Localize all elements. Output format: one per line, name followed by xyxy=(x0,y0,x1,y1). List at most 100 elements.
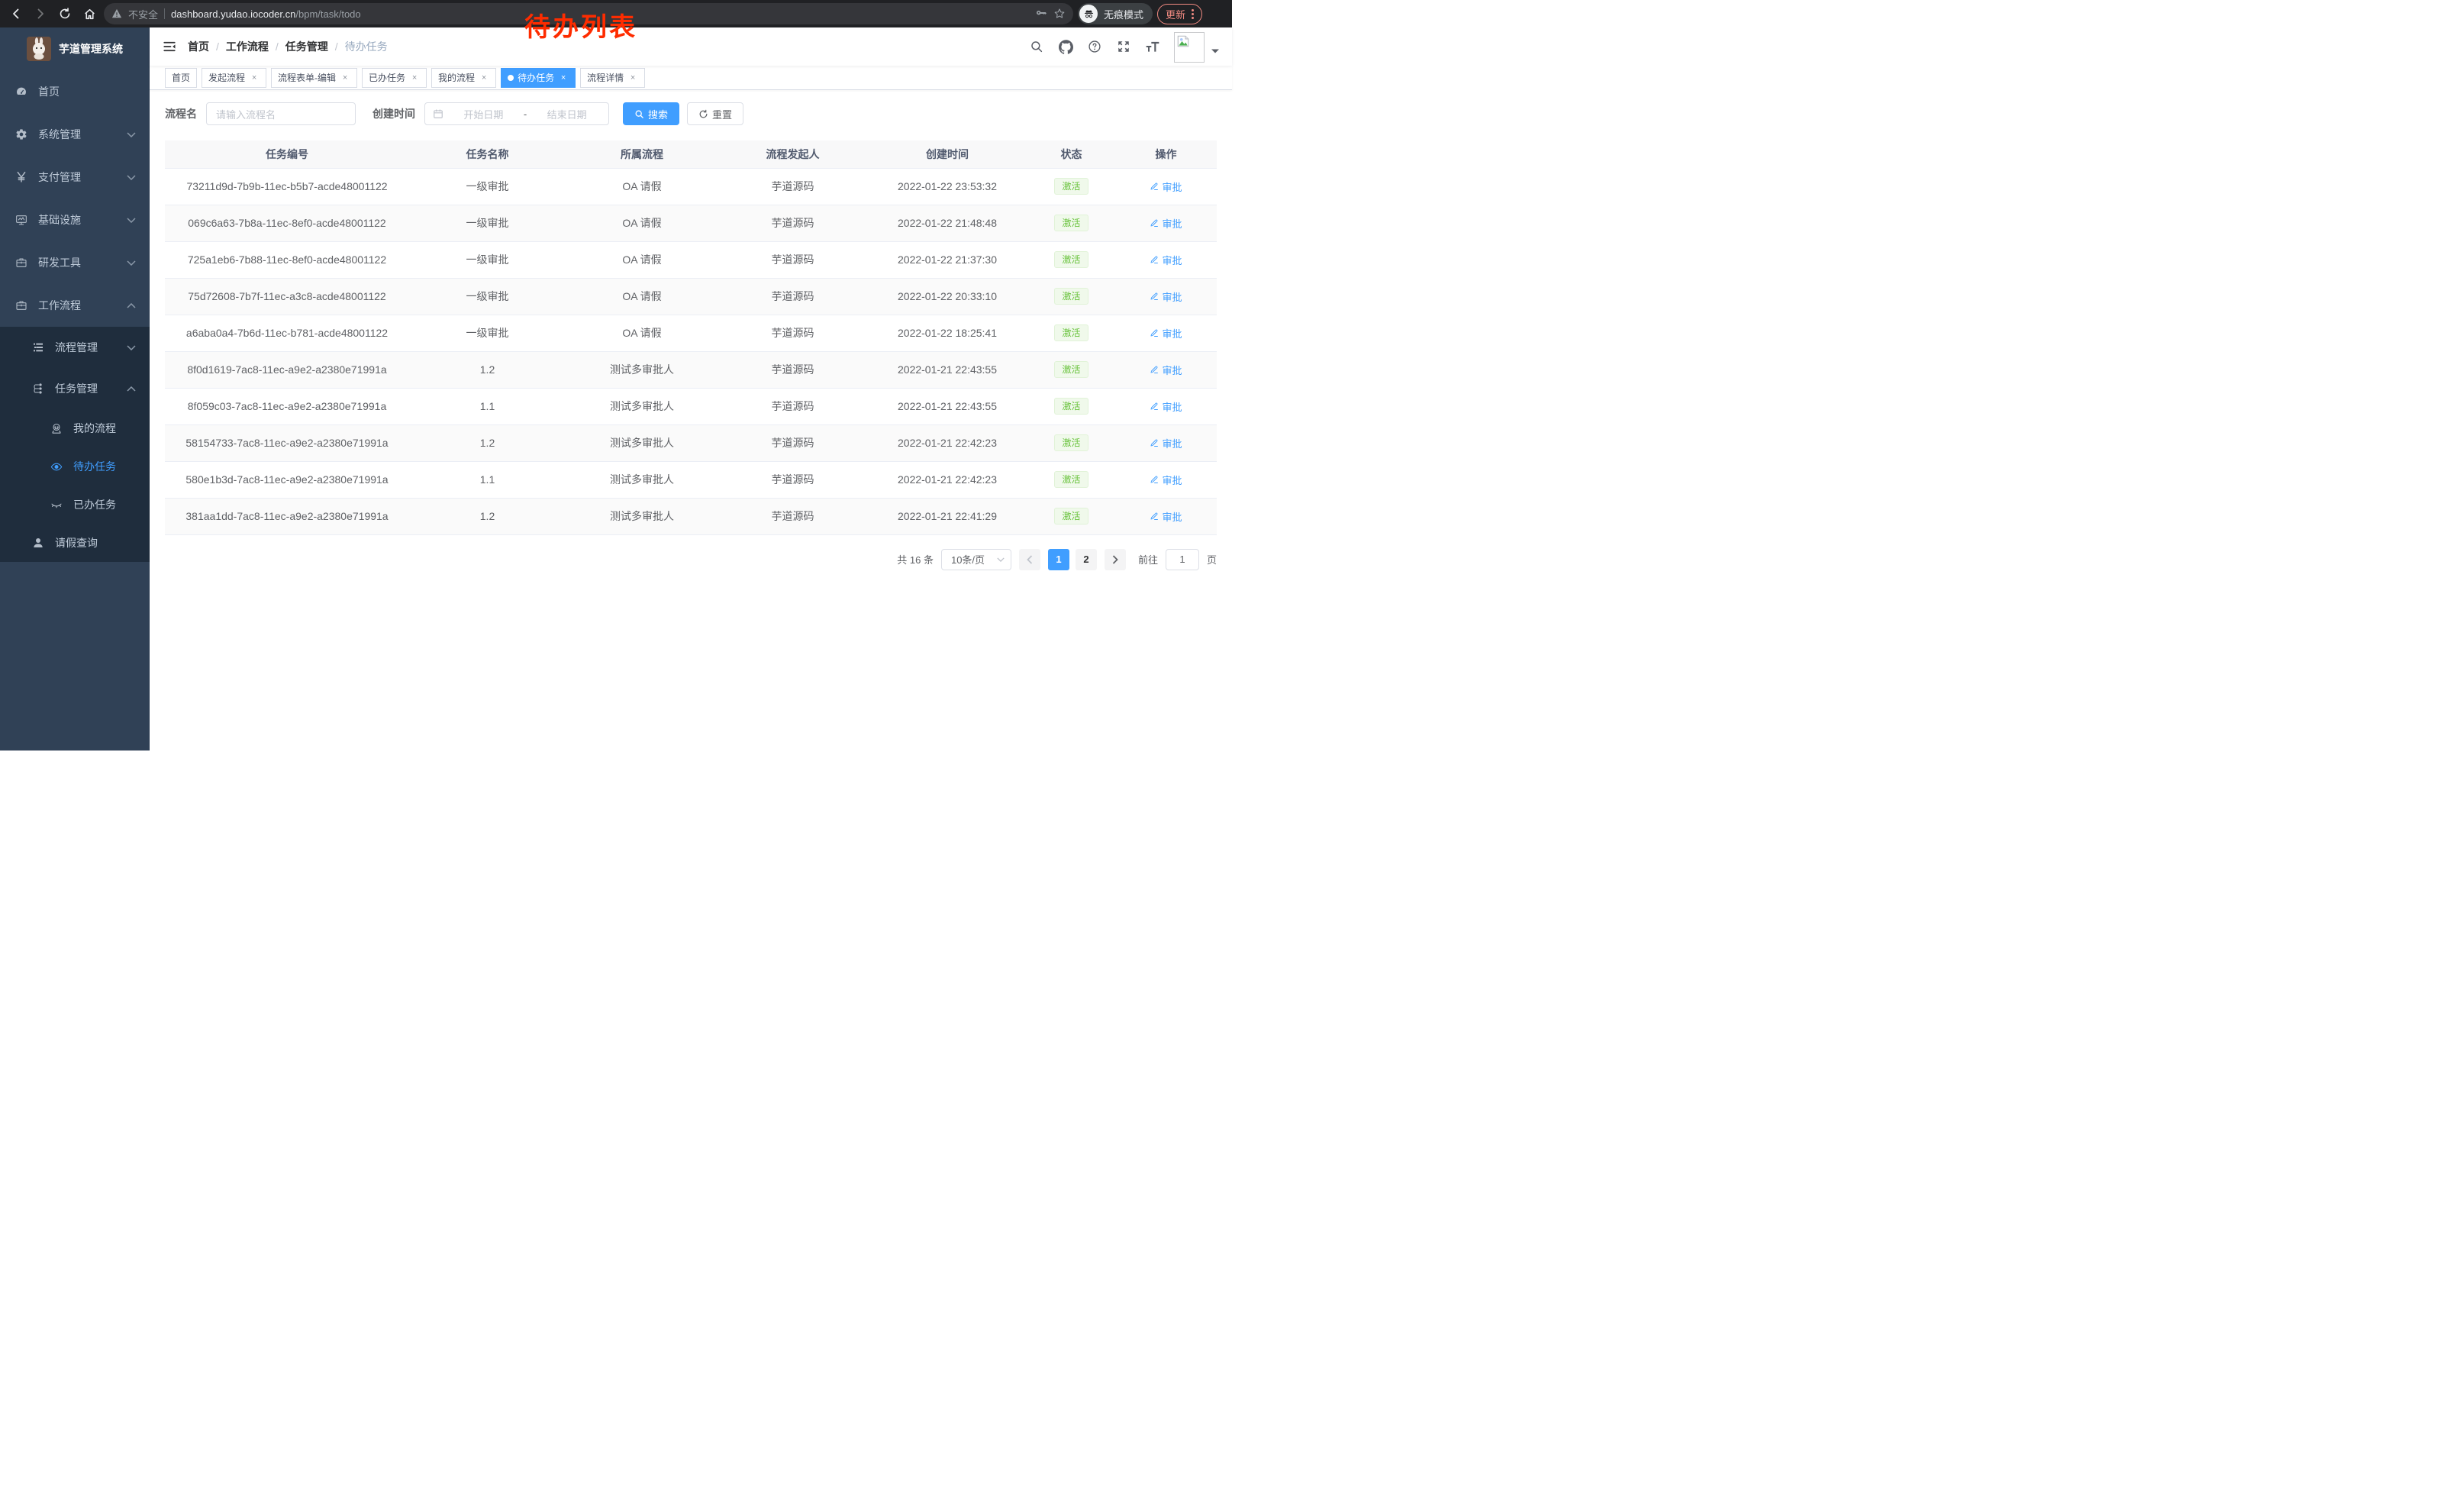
range-separator: - xyxy=(523,108,527,120)
tab-label: 流程详情 xyxy=(587,73,624,83)
url-bar[interactable]: 不安全 dashboard.yudao.iocoder.cn/bpm/task/… xyxy=(104,3,1073,24)
browser-forward-icon[interactable] xyxy=(31,4,50,24)
date-range-picker[interactable]: 开始日期 - 结束日期 xyxy=(424,102,609,125)
tree-list-icon xyxy=(32,341,44,353)
process-cell: 测试多审批人 xyxy=(566,351,718,389)
sidebar-item-process-mgmt[interactable]: 流程管理 xyxy=(0,327,150,368)
sidebar-item-done-task[interactable]: 已办任务 xyxy=(0,486,150,524)
tab-已办任务[interactable]: 已办任务 × xyxy=(362,67,427,88)
user-avatar[interactable] xyxy=(1174,31,1220,63)
next-page-button[interactable] xyxy=(1104,548,1126,570)
sidebar-item-label: 流程管理 xyxy=(55,341,98,353)
create-time-cell: 2022-01-21 22:41:29 xyxy=(867,498,1027,535)
close-icon[interactable]: × xyxy=(411,73,418,82)
breadcrumb-item[interactable]: 首页 xyxy=(188,40,209,53)
task-id-cell: 73211d9d-7b9b-11ec-b5b7-acde48001122 xyxy=(165,168,409,205)
close-icon[interactable]: × xyxy=(560,73,566,82)
browser-home-icon[interactable] xyxy=(79,4,99,24)
approve-link[interactable]: 审批 xyxy=(1150,179,1182,194)
approve-link[interactable]: 审批 xyxy=(1150,289,1182,304)
prev-page-button[interactable] xyxy=(1018,548,1040,570)
sidebar-item-infra[interactable]: 基础设施 xyxy=(0,199,150,241)
task-id-cell: 8f0d1619-7ac8-11ec-a9e2-a2380e71991a xyxy=(165,351,409,389)
breadcrumb-separator: / xyxy=(216,40,219,53)
approve-link[interactable]: 审批 xyxy=(1150,399,1182,414)
tab-待办任务[interactable]: 待办任务 × xyxy=(501,67,576,88)
briefcase-icon xyxy=(15,257,27,269)
sidebar-item-workflow[interactable]: 工作流程 xyxy=(0,284,150,327)
task-name-cell: 1.1 xyxy=(409,461,566,499)
browser-update-button[interactable]: 更新 xyxy=(1157,3,1203,24)
sidebar-item-my-process[interactable]: 我的流程 xyxy=(0,409,150,447)
gear-icon xyxy=(15,128,27,140)
column-header: 所属流程 xyxy=(566,140,718,169)
sidebar-item-todo-task[interactable]: 待办任务 xyxy=(0,447,150,486)
reset-button[interactable]: 重置 xyxy=(687,102,744,125)
filter-bar: 流程名 请输入流程名 创建时间 开始日期 - 结束日期 搜索 重置 xyxy=(165,102,1217,125)
close-icon[interactable]: × xyxy=(630,73,636,82)
approve-link[interactable]: 审批 xyxy=(1150,326,1182,341)
task-name-cell: 一级审批 xyxy=(409,278,566,315)
tab-label: 流程表单-编辑 xyxy=(278,73,337,83)
hamburger-icon[interactable] xyxy=(162,39,177,54)
page-size-select[interactable]: 10条/页 xyxy=(940,548,1011,570)
font-size-icon[interactable] xyxy=(1145,39,1160,54)
task-name-cell: 一级审批 xyxy=(409,168,566,205)
approve-link[interactable]: 审批 xyxy=(1150,473,1182,487)
help-icon[interactable] xyxy=(1087,39,1102,54)
sidebar-item-label: 我的流程 xyxy=(73,422,116,434)
browser-menu-icon[interactable] xyxy=(1192,8,1195,19)
bookmark-star-icon[interactable] xyxy=(1053,8,1066,20)
dashboard-icon xyxy=(15,86,27,98)
approve-link[interactable]: 审批 xyxy=(1150,363,1182,377)
tab-我的流程[interactable]: 我的流程 × xyxy=(431,67,497,88)
search-icon[interactable] xyxy=(1029,39,1044,54)
sidebar-item-task-mgmt[interactable]: 任务管理 xyxy=(0,368,150,409)
sidebar-item-label: 任务管理 xyxy=(55,383,98,395)
password-key-icon[interactable] xyxy=(1035,8,1047,20)
tags-view: 首页 发起流程 × 流程表单-编辑 × 已办任务 × 我的流程 × 待办任务 × 流程详情 × xyxy=(150,66,1232,90)
table-row: 75d72608-7b7f-11ec-a3c8-acde48001122 一级审批… xyxy=(165,278,1217,315)
tab-首页[interactable]: 首页 xyxy=(165,67,198,88)
breadcrumb-item[interactable]: 任务管理 xyxy=(285,40,328,53)
briefcase-icon xyxy=(15,299,27,311)
tab-label: 待办任务 xyxy=(518,73,555,83)
page-button-2[interactable]: 2 xyxy=(1075,548,1097,570)
sidebar-item-payment[interactable]: 支付管理 xyxy=(0,156,150,199)
tab-发起流程[interactable]: 发起流程 × xyxy=(202,67,267,88)
breadcrumb-item[interactable]: 工作流程 xyxy=(225,40,269,53)
browser-reload-icon[interactable] xyxy=(55,4,75,24)
starter-cell: 芋道源码 xyxy=(718,461,867,499)
approve-link[interactable]: 审批 xyxy=(1150,216,1182,231)
process-cell: OA 请假 xyxy=(566,205,718,242)
page-button-1[interactable]: 1 xyxy=(1047,548,1069,570)
create-time-cell: 2022-01-21 22:43:55 xyxy=(867,351,1027,389)
sidebar-item-label: 首页 xyxy=(38,86,60,98)
tab-流程详情[interactable]: 流程详情 × xyxy=(580,67,646,88)
sidebar-item-home[interactable]: 首页 xyxy=(0,70,150,113)
goto-page-input[interactable]: 1 xyxy=(1165,548,1199,570)
sidebar: 芋道管理系统 首页系统管理 支付管理 基础设施研发工具工作流程流程管理任务管理我的流… xyxy=(0,27,150,750)
sidebar-item-leave-query[interactable]: 请假查询 xyxy=(0,524,150,562)
sidebar-logo[interactable]: 芋道管理系统 xyxy=(0,27,150,70)
fullscreen-icon[interactable] xyxy=(1116,39,1131,54)
approve-link[interactable]: 审批 xyxy=(1150,436,1182,450)
caret-down-icon[interactable] xyxy=(1211,44,1220,58)
status-cell: 激活 xyxy=(1027,315,1115,352)
create-time-cell: 2022-01-22 21:37:30 xyxy=(867,241,1027,279)
github-icon[interactable] xyxy=(1058,39,1073,54)
sidebar-item-devtools[interactable]: 研发工具 xyxy=(0,241,150,284)
approve-link[interactable]: 审批 xyxy=(1150,509,1182,524)
chevron-up-icon xyxy=(127,302,136,308)
tab-流程表单-编辑[interactable]: 流程表单-编辑 × xyxy=(271,67,358,88)
approve-link[interactable]: 审批 xyxy=(1150,253,1182,267)
process-name-input[interactable]: 请输入流程名 xyxy=(206,102,356,125)
sidebar-item-label: 研发工具 xyxy=(38,257,81,269)
close-icon[interactable]: × xyxy=(342,73,348,82)
close-icon[interactable]: × xyxy=(251,73,257,82)
browser-back-icon[interactable] xyxy=(6,4,26,24)
sidebar-item-system[interactable]: 系统管理 xyxy=(0,113,150,156)
search-button[interactable]: 搜索 xyxy=(623,102,680,125)
eye-open-icon xyxy=(50,460,63,473)
close-icon[interactable]: × xyxy=(481,73,487,82)
